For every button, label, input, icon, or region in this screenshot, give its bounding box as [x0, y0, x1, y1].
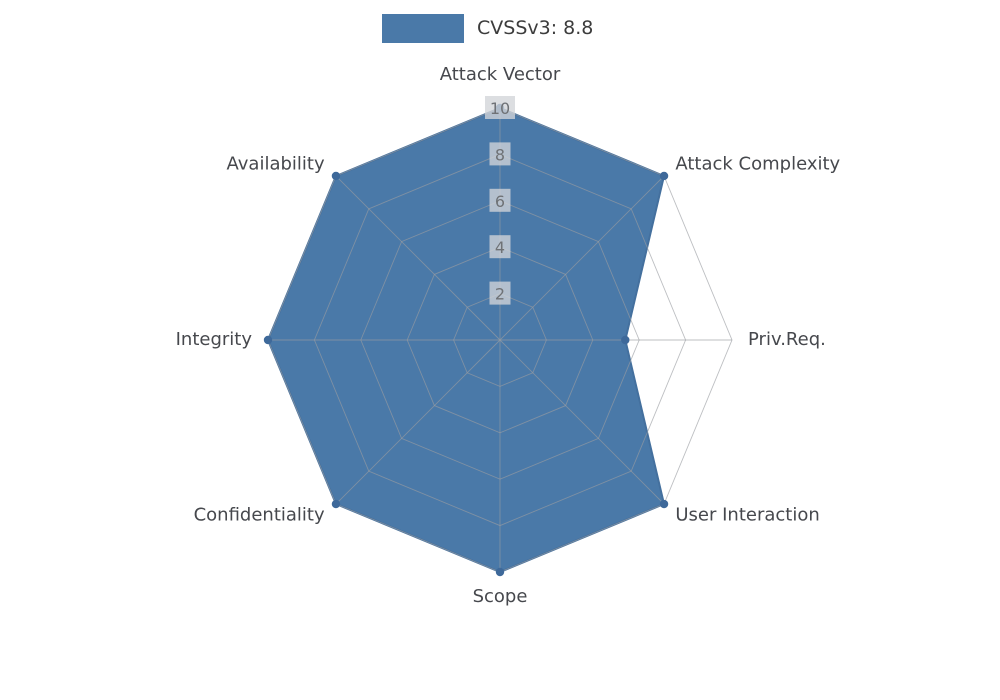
- axis-label-confidentiality: Confidentiality: [194, 504, 325, 525]
- tick-label-box: [489, 235, 511, 259]
- data-point: [495, 567, 505, 577]
- legend-label: CVSSv3: 8.8: [477, 17, 594, 39]
- tick-label-box: [489, 281, 511, 305]
- legend-swatch: [382, 14, 464, 43]
- radar-axis-labels: Attack Vector Attack Complexity Priv.Req. U…: [176, 64, 841, 607]
- tick-label-box: [485, 96, 515, 119]
- tick-label-box: [489, 188, 511, 212]
- data-point: [659, 171, 669, 181]
- axis-label-scope: Scope: [473, 586, 528, 607]
- tick-label: 4: [495, 238, 505, 257]
- data-point: [659, 499, 669, 509]
- tick-label: 8: [495, 145, 505, 164]
- radar-tick-labels: 2 4 6 8 10: [485, 96, 515, 305]
- axis-label-integrity: Integrity: [176, 329, 253, 350]
- tick-label: 10: [490, 99, 510, 118]
- tick-label: 2: [495, 285, 505, 304]
- axis-label-priv-req: Priv.Req.: [748, 329, 826, 350]
- tick-label-box: [489, 142, 511, 166]
- axis-label-attack-complexity: Attack Complexity: [675, 154, 840, 175]
- chart-legend: CVSSv3: 8.8: [382, 14, 593, 43]
- data-point: [263, 335, 273, 345]
- axis-label-user-interaction: User Interaction: [675, 504, 819, 525]
- axis-label-attack-vector: Attack Vector: [440, 64, 561, 85]
- data-point: [331, 499, 341, 509]
- data-point: [331, 171, 341, 181]
- radar-grid: [267, 107, 733, 573]
- axis-label-availability: Availability: [227, 154, 325, 175]
- data-point: [621, 335, 630, 345]
- tick-label: 6: [495, 192, 505, 211]
